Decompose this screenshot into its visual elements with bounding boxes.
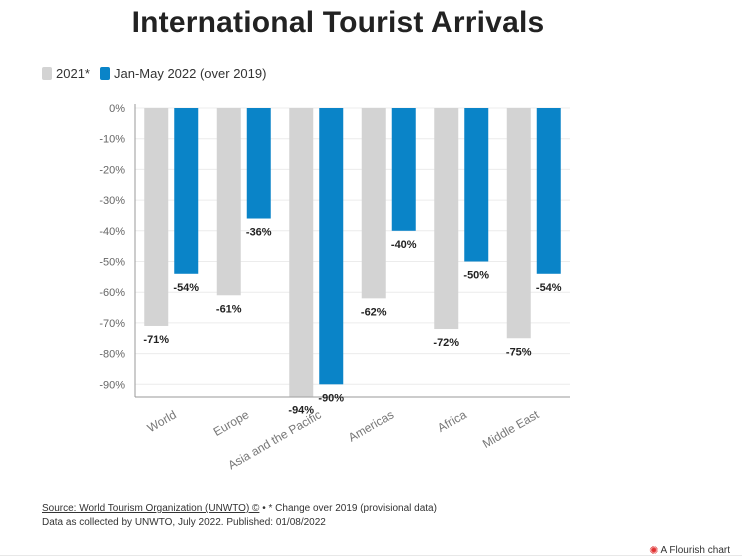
bar-2021 [434,108,459,330]
bar-2021 [506,108,531,339]
x-tick-label: Africa [435,407,469,435]
y-tick-label: -60% [99,287,125,299]
y-tick-label: -90% [99,379,125,391]
data-label: -72% [433,337,459,349]
bar-2022 [391,108,416,231]
data-label: -71% [143,334,169,346]
bar-2022 [246,108,271,219]
x-tick-label: Americas [346,407,396,444]
y-tick-label: -70% [99,318,125,330]
legend-swatch-2022 [99,67,110,80]
footer-line-1: Source: World Tourism Organization (UNWT… [42,502,437,516]
y-tick-label: -10% [99,134,125,146]
bar-2022 [464,108,489,262]
bottom-divider [0,555,742,556]
chart-title: International Tourist Arrivals [131,6,545,39]
footer: Source: World Tourism Organization (UNWT… [42,502,437,530]
bar-2021 [361,108,386,299]
y-tick-label: -50% [99,257,125,269]
bar-2022 [174,108,199,274]
legend-label-2022: Jan-May 2022 (over 2019) [113,66,267,81]
data-label: -54% [173,282,199,294]
bar-2022 [536,108,561,274]
x-tick-label: World [145,407,179,435]
y-tick-label: -30% [99,195,125,207]
legend-item-2021[interactable]: 2021* [42,66,90,81]
legend-swatch-2021 [42,67,52,80]
data-label: -62% [361,306,387,318]
y-tick-label: -80% [99,349,125,361]
y-tick-label: -40% [99,226,125,238]
flourish-credit[interactable]: ✺ A Flourish chart [649,544,730,557]
bar-2021 [289,108,314,397]
legend: 2021* Jan-May 2022 (over 2019) [42,66,276,81]
data-label: -94% [288,405,314,417]
bar-2021 [144,108,169,326]
data-label: -40% [391,239,417,251]
data-label: -61% [216,303,242,315]
x-tick-label: Middle East [480,407,542,451]
legend-label-2021: 2021* [56,66,90,81]
legend-item-2022[interactable]: Jan-May 2022 (over 2019) [99,66,267,81]
data-label: -36% [246,227,272,239]
source-link[interactable]: Source: World Tourism Organization (UNWT… [42,503,260,514]
data-label: -50% [463,270,489,282]
bar-2021 [216,108,241,296]
footer-line-2: Data as collected by UNWTO, July 2022. P… [42,517,326,528]
flourish-logo-icon: ✺ [649,545,659,557]
bar-2022 [319,108,344,385]
flourish-credit-label: A Flourish chart [660,545,730,556]
x-tick-label: Europe [211,407,252,439]
data-label: -75% [506,346,532,358]
y-tick-label: -20% [99,164,125,176]
data-label: -90% [318,392,344,404]
bar-chart: 0% -10% -20% -30% -40% -50% -60% -70% -80% -90% -7… [99,103,570,472]
y-tick-label: 0% [109,103,125,115]
data-label: -54% [536,282,562,294]
footer-note: • * Change over 2019 (provisional data) [259,503,437,514]
